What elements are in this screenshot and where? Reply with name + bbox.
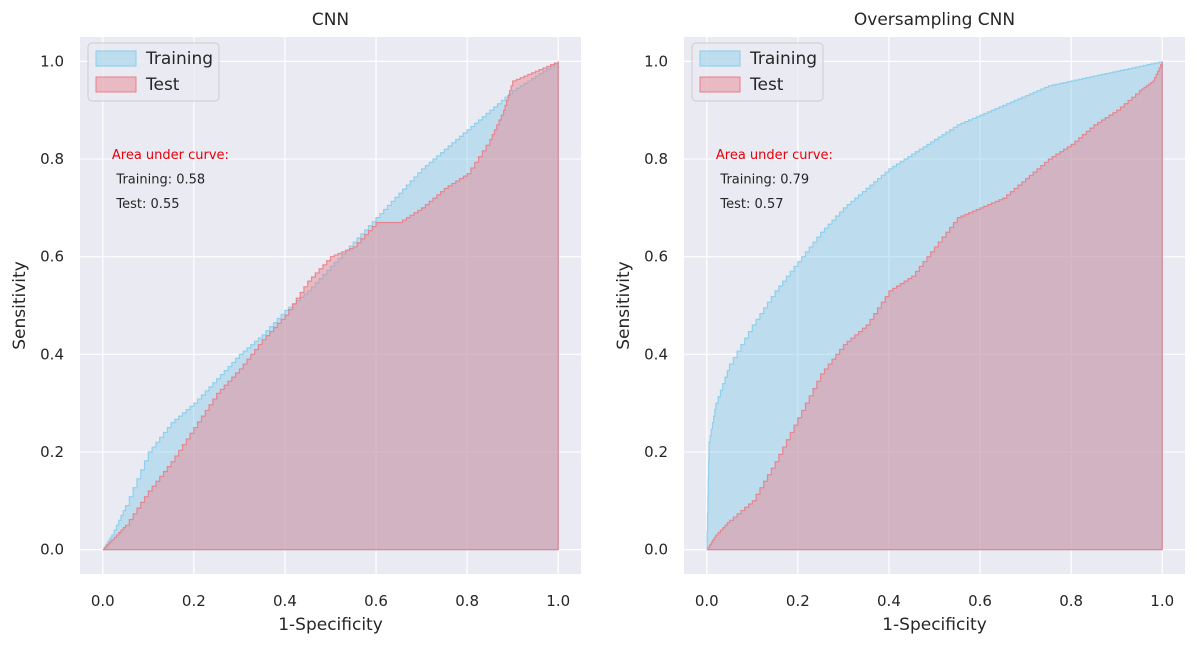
chart-panel-oversampling-cnn: 0.0 0.2 0.4 0.6 0.8 1.0 0.0 0.2 0.4 0.6 0.8 1.0 Ov…	[614, 10, 1185, 635]
y-tick-label: 0.4	[40, 345, 64, 363]
legend-swatch-training	[95, 50, 137, 67]
chart-panel-cnn: 0.0 0.2 0.4 0.6 0.8 1.0 0.0 0.2 0.4 0.6 0.8 1.0 CN…	[10, 10, 581, 635]
y-tick-label: 0.8	[40, 150, 64, 168]
x-tick-label: 0.2	[786, 592, 810, 610]
legend-swatch-test	[95, 76, 137, 93]
auc-test: Test: 0.57	[719, 197, 783, 212]
y-tick-label: 0.0	[40, 541, 64, 559]
legend: Training Test	[87, 42, 220, 102]
area-training	[706, 61, 1163, 551]
x-tick-label: 0.8	[455, 592, 479, 610]
area-series-group	[102, 61, 559, 551]
auc-annotation: Area under curve: Training: 0.58 Test: 0…	[112, 148, 229, 212]
legend-label-training: Training	[749, 49, 817, 69]
y-tick-label: 1.0	[644, 52, 668, 70]
chart-title: Oversampling CNN	[854, 10, 1015, 30]
x-tick-label: 0.6	[364, 592, 388, 610]
auc-test: Test: 0.55	[115, 197, 179, 212]
x-tick-label: 1.0	[1150, 592, 1174, 610]
area-test	[706, 61, 1163, 551]
x-tick-label: 0.8	[1059, 592, 1083, 610]
x-tick-label: 0.2	[182, 592, 206, 610]
legend-swatch-test	[699, 76, 741, 93]
legend-swatch-training	[699, 50, 741, 67]
y-tick-label: 0.8	[644, 150, 668, 168]
x-tick-labels: 0.0 0.2 0.4 0.6 0.8 1.0	[695, 592, 1174, 610]
x-tick-label: 1.0	[546, 592, 570, 610]
y-axis-label: Sensitivity	[614, 261, 634, 350]
x-axis-label: 1-Specificity	[278, 615, 383, 635]
y-tick-label: 0.0	[644, 541, 668, 559]
legend-label-training: Training	[145, 49, 213, 69]
y-tick-label: 0.2	[40, 443, 64, 461]
auc-heading: Area under curve:	[716, 148, 833, 163]
y-tick-label: 0.6	[644, 248, 668, 266]
legend-label-test: Test	[145, 75, 180, 95]
plot-background	[80, 37, 581, 574]
auc-annotation: Area under curve: Training: 0.79 Test: 0…	[716, 148, 833, 212]
auc-heading: Area under curve:	[112, 148, 229, 163]
legend-label-test: Test	[749, 75, 784, 95]
x-tick-label: 0.6	[968, 592, 992, 610]
x-tick-label: 0.0	[695, 592, 719, 610]
legend-box	[87, 42, 220, 102]
x-tick-label: 0.4	[877, 592, 901, 610]
area-test	[102, 61, 559, 551]
area-series-group	[706, 61, 1163, 551]
y-tick-labels: 0.0 0.2 0.4 0.6 0.8 1.0	[40, 52, 64, 558]
x-tick-label: 0.0	[91, 592, 115, 610]
y-axis-label: Sensitivity	[10, 261, 30, 350]
y-tick-label: 0.6	[40, 248, 64, 266]
chart-title: CNN	[312, 10, 349, 30]
area-training	[102, 61, 559, 551]
y-tick-labels: 0.0 0.2 0.4 0.6 0.8 1.0	[644, 52, 668, 558]
x-tick-label: 0.4	[273, 592, 297, 610]
legend-box	[691, 42, 824, 102]
x-tick-labels: 0.0 0.2 0.4 0.6 0.8 1.0	[91, 592, 570, 610]
y-tick-label: 0.4	[644, 345, 668, 363]
y-tick-label: 1.0	[40, 52, 64, 70]
x-axis-label: 1-Specificity	[882, 615, 987, 635]
auc-training: Training: 0.79	[719, 172, 809, 187]
legend: Training Test	[691, 42, 824, 102]
y-tick-label: 0.2	[644, 443, 668, 461]
auc-training: Training: 0.58	[115, 172, 205, 187]
